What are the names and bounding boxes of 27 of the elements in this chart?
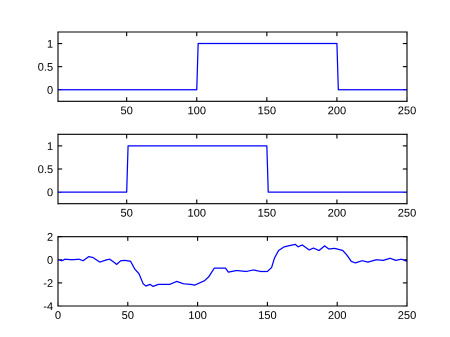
x-tick-label: 200: [328, 311, 346, 320]
y-tick-label: 0.5: [38, 165, 53, 174]
x-tick-label: 250: [398, 208, 416, 217]
y-tick-label: 1: [48, 40, 53, 48]
x-tick-label: 100: [188, 208, 206, 217]
y-tick-label: 2: [48, 232, 53, 241]
x-tick-label: 50: [120, 106, 132, 114]
x-tick-label: 100: [188, 106, 206, 114]
line-series: [58, 244, 407, 287]
y-tick-label: 0: [47, 188, 53, 196]
x-tick-label: 150: [258, 106, 276, 114]
y-tick-label: -2: [44, 279, 53, 287]
x-tick-label: 50: [120, 208, 132, 217]
y-tick-label: 1: [48, 142, 53, 150]
x-tick-label: 250: [398, 106, 416, 114]
y-tick-label: 0: [47, 86, 53, 94]
y-tick-label: 0: [47, 256, 53, 264]
y-tick-label: -4: [44, 302, 53, 310]
x-tick-label: 50: [122, 311, 134, 320]
x-tick-label: 200: [328, 208, 346, 217]
x-tick-label: 250: [398, 311, 416, 320]
x-tick-label: 150: [258, 311, 276, 320]
x-tick-label: 100: [189, 311, 206, 320]
x-tick-label: 200: [328, 106, 346, 114]
y-tick-label: 0.5: [38, 62, 53, 71]
x-tick-label: 150: [258, 208, 276, 217]
x-tick-label: 0: [55, 311, 61, 320]
